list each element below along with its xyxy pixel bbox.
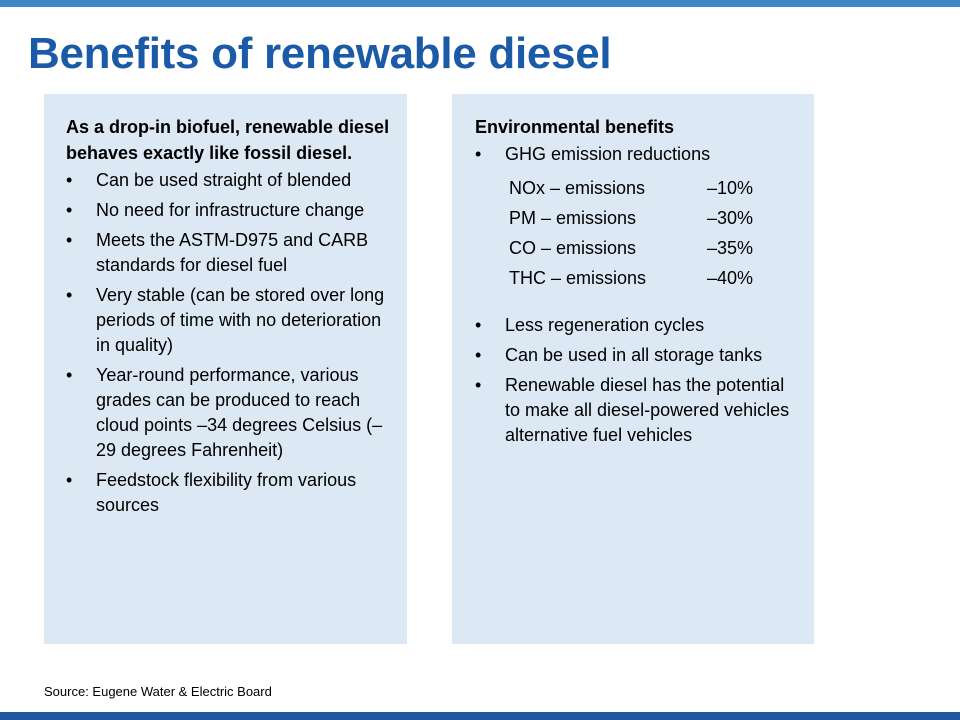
list-item-text: Less regeneration cycles [505, 315, 705, 335]
bullet-icon: • [66, 365, 73, 385]
list-item: • Can be used in all storage tanks [475, 343, 804, 368]
list-item: • Meets the ASTM-D975 and CARB standards … [66, 228, 397, 278]
left-panel: As a drop-in biofuel, renewable diesel b… [44, 94, 407, 644]
left-bullet-list: • Can be used straight of blended • No nee… [66, 168, 397, 518]
bullet-icon: • [475, 375, 482, 395]
bullet-icon: • [475, 345, 482, 365]
list-item: • No need for infrastructure change [66, 198, 397, 223]
top-accent-bar [0, 0, 960, 7]
emissions-table: NOx – emissions –10% PM – emissions –30%… [509, 173, 804, 293]
bullet-icon: • [475, 315, 482, 335]
list-item: • GHG emission reductions [475, 142, 804, 167]
table-row: NOx – emissions –10% [509, 173, 804, 203]
list-item-text: Can be used in all storage tanks [505, 345, 763, 365]
bullet-icon: • [66, 285, 73, 305]
bottom-accent-bar [0, 712, 960, 720]
right-bullet-list-bottom: • Less regeneration cycles • Can be used i… [475, 313, 804, 448]
right-panel-heading: Environmental benefits [475, 117, 675, 137]
emission-label: THC – emissions [509, 268, 647, 288]
list-item-text: GHG emission reductions [505, 144, 711, 164]
emission-value: –10% [707, 178, 754, 198]
bullet-icon: • [66, 200, 73, 220]
page-title: Benefits of renewable diesel [28, 29, 612, 78]
right-bullet-list-top: • GHG emission reductions [475, 142, 804, 167]
list-item-text: Feedstock flexibility from various sourc… [96, 470, 357, 515]
table-row: THC – emissions –40% [509, 263, 804, 293]
list-item: • Year-round performance, various grades … [66, 363, 397, 463]
list-item-text: Renewable diesel has the potential to ma… [505, 375, 790, 445]
table-row: PM – emissions –30% [509, 203, 804, 233]
list-item: • Very stable (can be stored over long pe… [66, 283, 397, 358]
list-item-text: Can be used straight of blended [96, 170, 352, 190]
list-item: • Renewable diesel has the potential to m… [475, 373, 804, 448]
source-caption: Source: Eugene Water & Electric Board [44, 684, 272, 699]
emission-label: PM – emissions [509, 208, 637, 228]
list-item-text: No need for infrastructure change [96, 200, 365, 220]
table-row: CO – emissions –35% [509, 233, 804, 263]
right-panel: Environmental benefits • GHG emission red… [452, 94, 814, 644]
emission-label: NOx – emissions [509, 178, 646, 198]
emission-value: –30% [707, 208, 754, 228]
bullet-icon: • [66, 170, 73, 190]
emission-value: –40% [707, 268, 754, 288]
list-item: • Can be used straight of blended [66, 168, 397, 193]
list-item-text: Very stable (can be stored over long per… [96, 285, 385, 355]
list-item-text: Meets the ASTM-D975 and CARB standards f… [96, 230, 369, 275]
list-item: • Less regeneration cycles [475, 313, 804, 338]
left-panel-heading: As a drop-in biofuel, renewable diesel b… [66, 117, 390, 163]
bullet-icon: • [66, 230, 73, 250]
list-item-text: Year-round performance, various grades c… [96, 365, 383, 460]
emission-label: CO – emissions [509, 238, 637, 258]
list-item: • Feedstock flexibility from various sour… [66, 468, 397, 518]
emission-value: –35% [707, 238, 754, 258]
bullet-icon: • [66, 470, 73, 490]
bullet-icon: • [475, 144, 482, 164]
